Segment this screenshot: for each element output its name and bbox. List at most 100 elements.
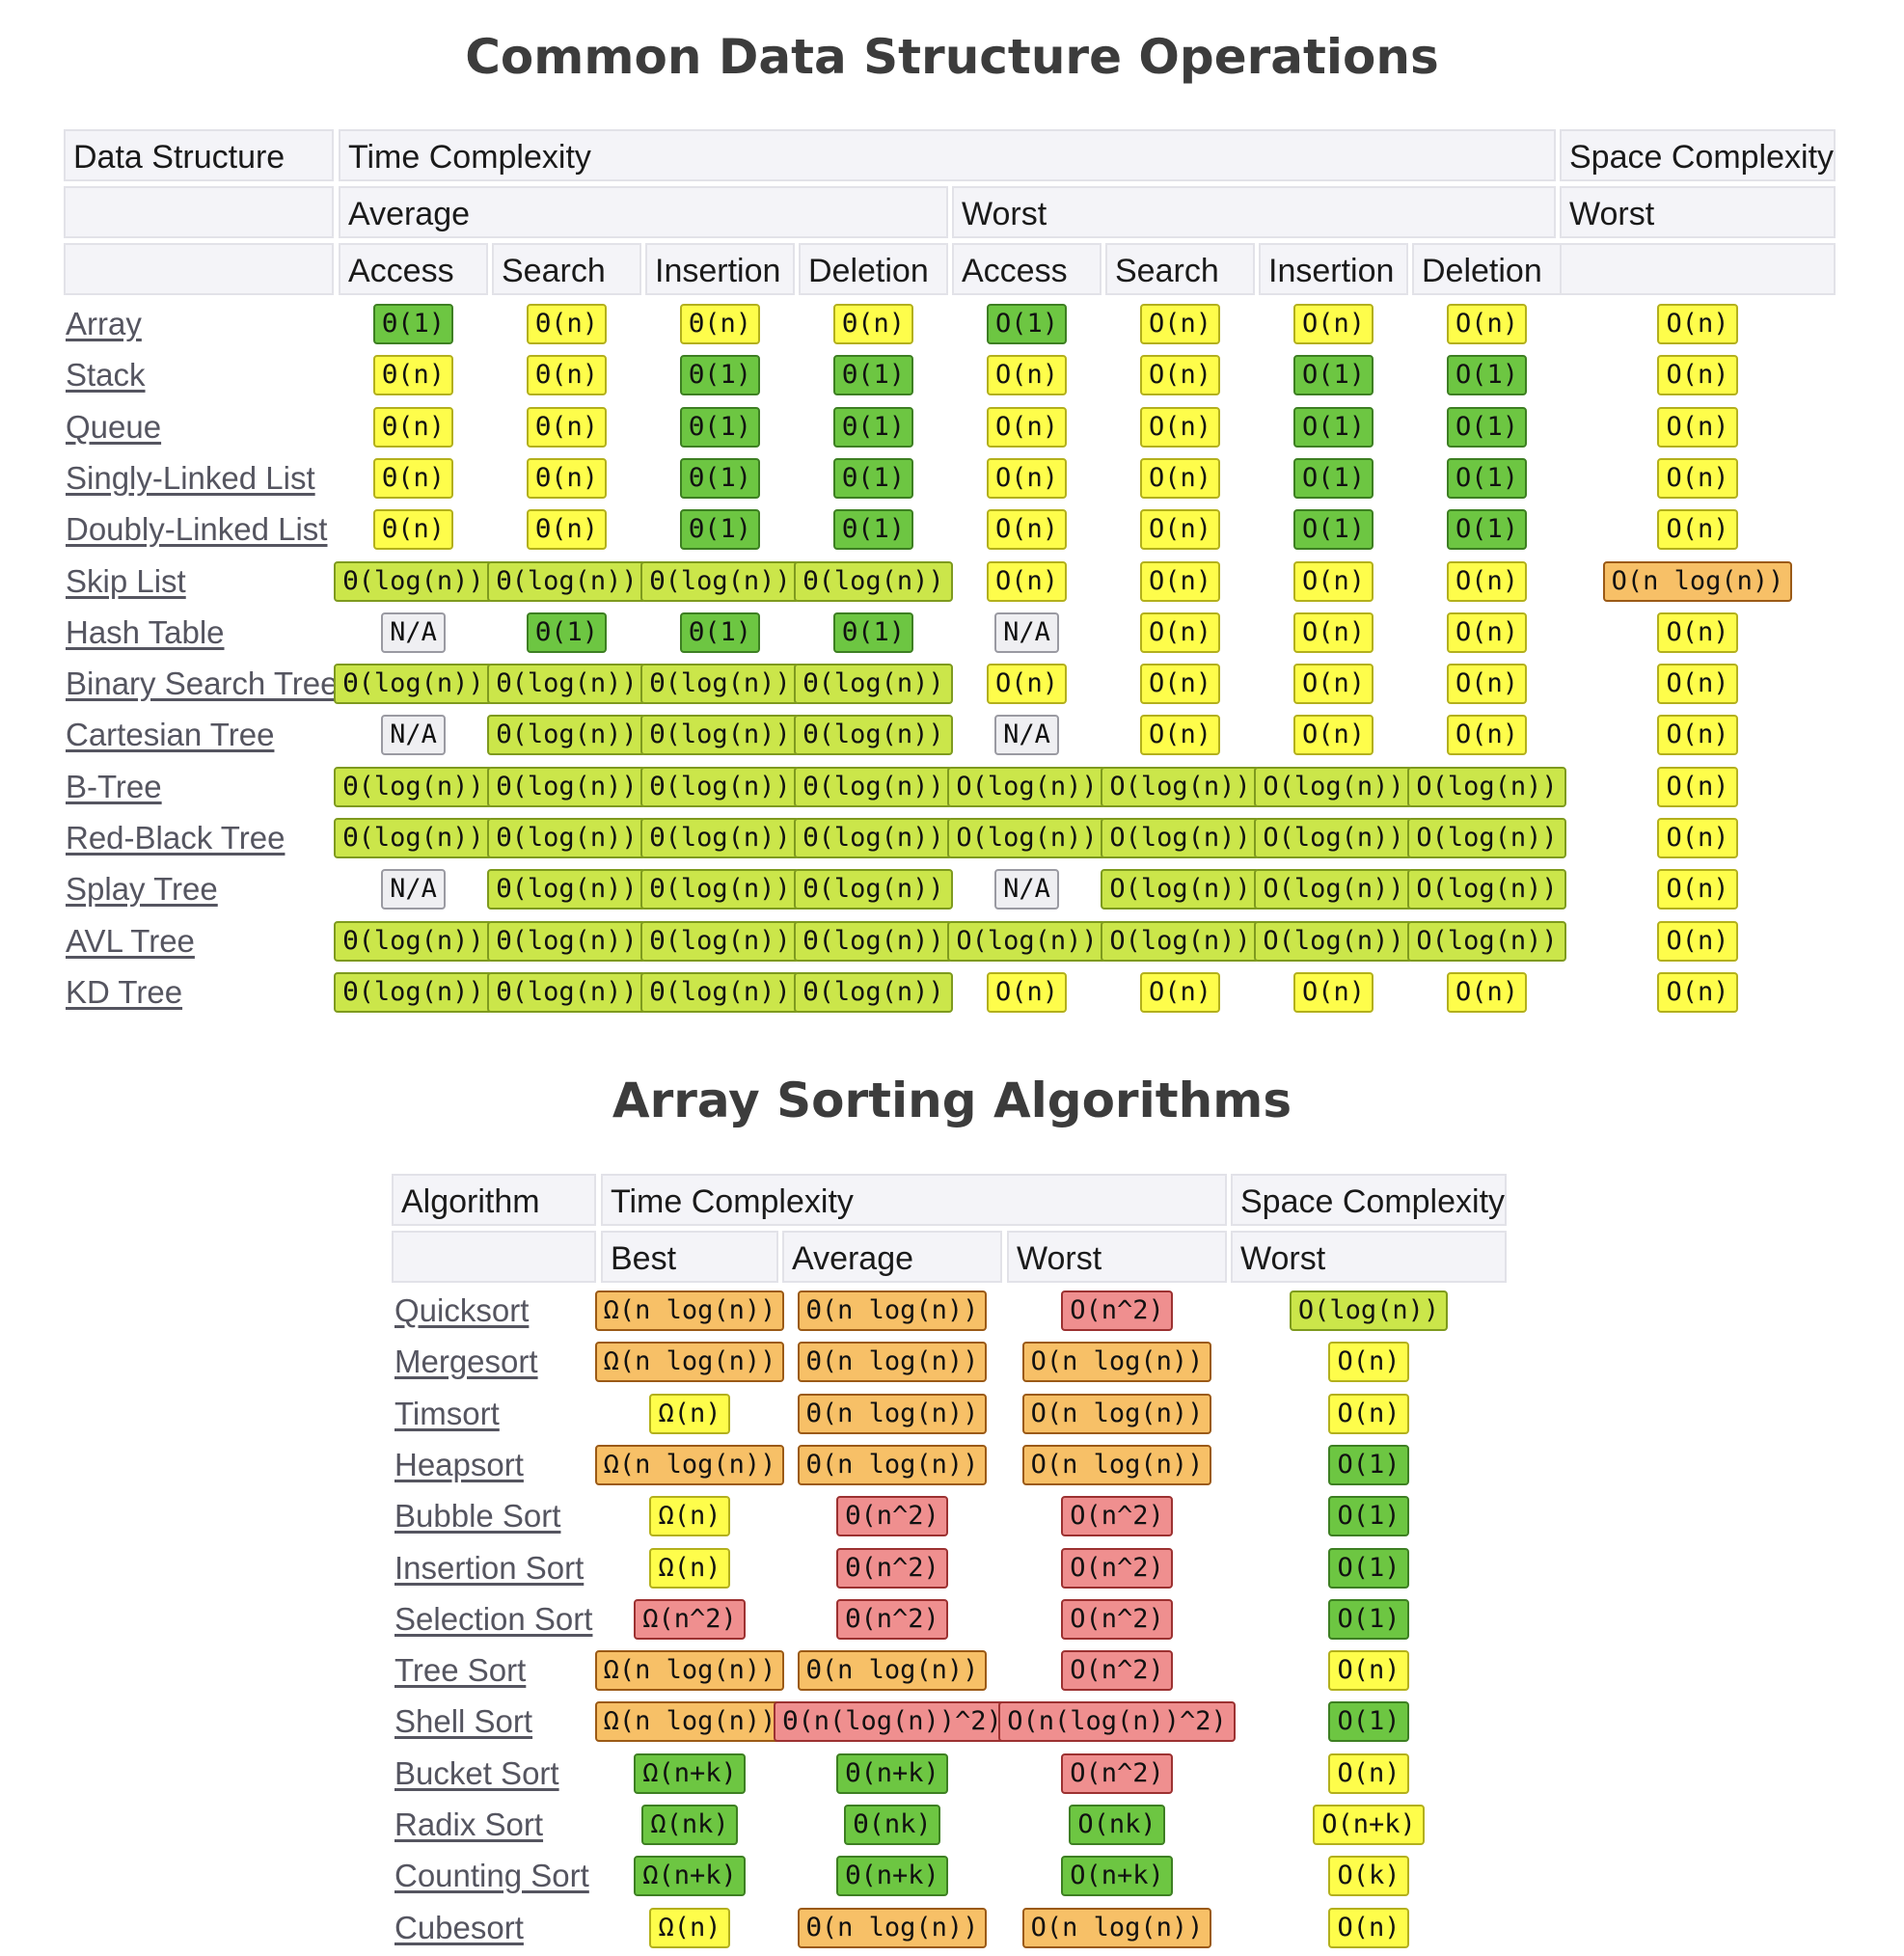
- kd-tree-access-average-badge: Θ(log(n)): [334, 972, 493, 1013]
- avl-tree-space-worst-cell: O(n): [1560, 917, 1836, 965]
- queue-access-average-cell: Θ(n): [339, 403, 488, 451]
- counting-sort-link[interactable]: Counting Sort: [394, 1858, 589, 1893]
- b-tree-link[interactable]: B-Tree: [66, 769, 162, 804]
- timsort-average-badge: Θ(n log(n)): [797, 1394, 988, 1434]
- counting-sort-worst-badge: O(n+k): [1061, 1856, 1173, 1896]
- hash-table-insertion-average-badge: Θ(1): [679, 612, 761, 653]
- red-black-tree-link[interactable]: Red-Black Tree: [66, 820, 286, 856]
- b-tree-deletion-worst-badge: O(log(n)): [1407, 767, 1566, 807]
- b-tree-access-average-cell: Θ(log(n)): [334, 763, 493, 811]
- bucket-sort-link[interactable]: Bucket Sort: [394, 1755, 559, 1791]
- header-worst: Worst: [1007, 1231, 1227, 1283]
- skip-list-link[interactable]: Skip List: [66, 563, 186, 599]
- cubesort-best-cell: Ω(n): [601, 1904, 778, 1952]
- quicksort-space-worst-cell: O(log(n)): [1231, 1287, 1507, 1335]
- singly-linked-list-deletion-average-badge: Θ(1): [832, 458, 914, 499]
- tree-sort-link[interactable]: Tree Sort: [394, 1652, 527, 1688]
- doubly-linked-list-deletion-worst-cell: O(1): [1412, 505, 1562, 554]
- splay-tree-link[interactable]: Splay Tree: [66, 871, 218, 907]
- cartesian-tree-access-average-cell: N/A: [339, 711, 488, 759]
- skip-list-insertion-average-cell: Θ(log(n)): [640, 557, 800, 606]
- shell-sort-link[interactable]: Shell Sort: [394, 1703, 533, 1739]
- insertion-sort-space-worst-badge: O(1): [1328, 1548, 1409, 1589]
- cubesort-worst-badge: O(n log(n)): [1021, 1908, 1212, 1948]
- skip-list-search-worst-cell: O(n): [1105, 557, 1255, 606]
- cubesort-worst-cell: O(n log(n)): [1007, 1904, 1227, 1952]
- cartesian-tree-space-worst-cell: O(n): [1560, 711, 1836, 759]
- red-black-tree-access-average-badge: Θ(log(n)): [334, 818, 493, 858]
- doubly-linked-list-deletion-worst-badge: O(1): [1446, 509, 1528, 550]
- doubly-linked-list-insertion-average-badge: Θ(1): [679, 509, 761, 550]
- binary-search-tree-insertion-worst-badge: O(n): [1292, 664, 1374, 704]
- stack-link[interactable]: Stack: [66, 357, 146, 393]
- cartesian-tree-insertion-average-cell: Θ(log(n)): [640, 711, 800, 759]
- hash-table-access-average-badge: N/A: [381, 612, 446, 653]
- red-black-tree-search-worst-cell: O(log(n)): [1101, 814, 1260, 862]
- kd-tree-search-worst-cell: O(n): [1105, 968, 1255, 1017]
- doubly-linked-list-link[interactable]: Doubly-Linked List: [66, 511, 328, 547]
- hash-table-link[interactable]: Hash Table: [66, 614, 225, 650]
- insertion-sort-best-cell: Ω(n): [601, 1544, 778, 1592]
- insertion-sort-space-worst-cell: O(1): [1231, 1544, 1507, 1592]
- array-link[interactable]: Array: [66, 306, 142, 341]
- bubble-sort-worst-badge: O(n^2): [1061, 1496, 1173, 1536]
- avl-tree-space-worst-badge: O(n): [1657, 921, 1738, 962]
- array-space-worst-cell: O(n): [1560, 300, 1836, 348]
- counting-sort-space-worst-cell: O(k): [1231, 1852, 1507, 1900]
- queue-link[interactable]: Queue: [66, 409, 162, 445]
- bubble-sort-link[interactable]: Bubble Sort: [394, 1498, 561, 1534]
- header-space-worst: Worst: [1231, 1231, 1507, 1283]
- timsort-best-badge: Ω(n): [649, 1394, 730, 1434]
- queue-insertion-worst-cell: O(1): [1259, 403, 1408, 451]
- counting-sort-best-badge: Ω(n+k): [634, 1856, 746, 1896]
- avl-tree-link[interactable]: AVL Tree: [66, 923, 195, 959]
- binary-search-tree-search-average-badge: Θ(log(n)): [487, 664, 646, 704]
- hash-table-deletion-worst-badge: O(n): [1446, 612, 1528, 653]
- selection-sort-link[interactable]: Selection Sort: [394, 1601, 593, 1637]
- kd-tree-deletion-worst-cell: O(n): [1412, 968, 1562, 1017]
- cubesort-link[interactable]: Cubesort: [394, 1910, 524, 1945]
- skip-list-access-average-cell: Θ(log(n)): [334, 557, 493, 606]
- singly-linked-list-insertion-worst-badge: O(1): [1292, 458, 1374, 499]
- binary-search-tree-link[interactable]: Binary Search Tree: [66, 666, 339, 701]
- skip-list-deletion-average-cell: Θ(log(n)): [794, 557, 953, 606]
- timsort-average-cell: Θ(n log(n)): [782, 1390, 1002, 1438]
- stack-search-average-badge: Θ(n): [526, 355, 608, 395]
- kd-tree-access-average-cell: Θ(log(n)): [334, 968, 493, 1017]
- skip-list-deletion-average-badge: Θ(log(n)): [794, 561, 953, 602]
- binary-search-tree-deletion-worst-cell: O(n): [1412, 660, 1562, 708]
- header-insertion-worst: Insertion: [1259, 243, 1408, 295]
- doubly-linked-list-insertion-average-cell: Θ(1): [645, 505, 795, 554]
- skip-list-space-worst-cell: O(n log(n)): [1560, 557, 1836, 606]
- mergesort-link[interactable]: Mergesort: [394, 1344, 538, 1379]
- bucket-sort-space-worst-cell: O(n): [1231, 1750, 1507, 1798]
- kd-tree-link[interactable]: KD Tree: [66, 974, 183, 1010]
- quicksort-link[interactable]: Quicksort: [394, 1292, 530, 1328]
- timsort-link[interactable]: Timsort: [394, 1396, 500, 1431]
- radix-sort-worst-cell: O(nk): [1007, 1801, 1227, 1849]
- singly-linked-list-link[interactable]: Singly-Linked List: [66, 460, 315, 496]
- hash-table-search-average-badge: Θ(1): [526, 612, 608, 653]
- radix-sort-link[interactable]: Radix Sort: [394, 1807, 544, 1842]
- array-deletion-average-cell: Θ(n): [799, 300, 948, 348]
- quicksort-space-worst-badge: O(log(n)): [1289, 1290, 1449, 1331]
- cubesort-best-badge: Ω(n): [649, 1908, 730, 1948]
- cubesort-average-badge: Θ(n log(n)): [797, 1908, 988, 1948]
- stack-insertion-worst-cell: O(1): [1259, 351, 1408, 399]
- array-access-worst-badge: O(1): [986, 304, 1068, 344]
- insertion-sort-link[interactable]: Insertion Sort: [394, 1550, 585, 1586]
- skip-list-insertion-worst-cell: O(n): [1259, 557, 1408, 606]
- singly-linked-list-deletion-worst-cell: O(1): [1412, 454, 1562, 503]
- cartesian-tree-link[interactable]: Cartesian Tree: [66, 717, 275, 752]
- doubly-linked-list-space-worst-badge: O(n): [1657, 509, 1738, 550]
- kd-tree-access-worst-cell: O(n): [952, 968, 1102, 1017]
- sort-section-title: Array Sorting Algorithms: [612, 1073, 1292, 1128]
- queue-insertion-average-cell: Θ(1): [645, 403, 795, 451]
- header-time-complexity: Time Complexity: [601, 1174, 1227, 1226]
- radix-sort-space-worst-cell: O(n+k): [1231, 1801, 1507, 1849]
- tree-sort-best-badge: Ω(n log(n)): [594, 1650, 785, 1691]
- shell-sort-average-cell: Θ(n(log(n))^2): [774, 1698, 1011, 1746]
- heapsort-link[interactable]: Heapsort: [394, 1447, 524, 1482]
- doubly-linked-list-access-average-badge: Θ(n): [372, 509, 454, 550]
- shell-sort-worst-cell: O(n(log(n))^2): [998, 1698, 1236, 1746]
